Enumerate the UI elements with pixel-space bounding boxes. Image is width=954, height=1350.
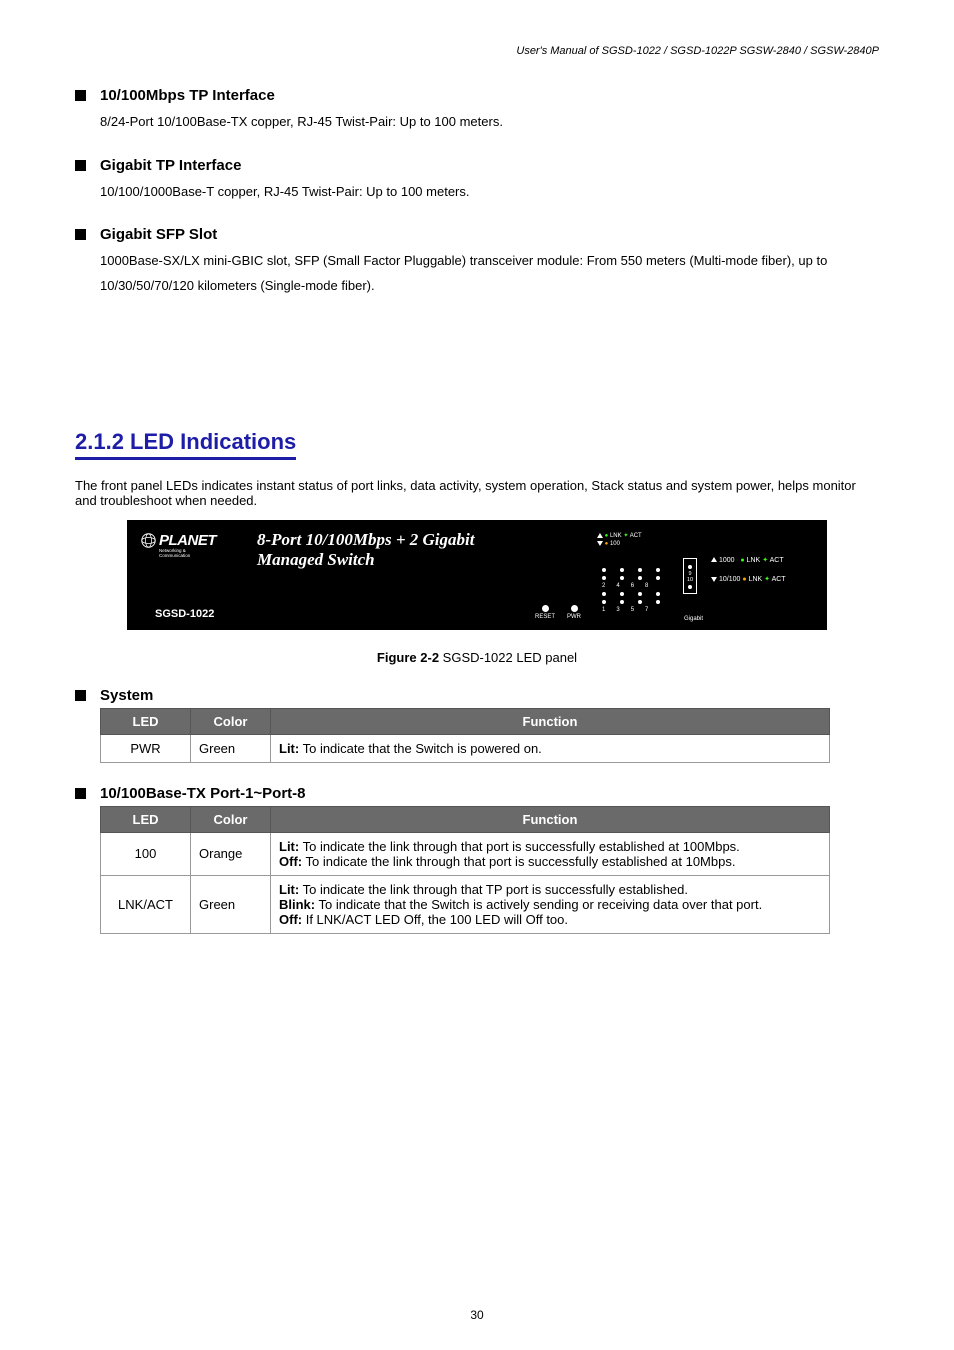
pwr-indicator: PWR — [567, 605, 581, 620]
table-cell: Lit: To indicate that the Switch is powe… — [271, 734, 830, 762]
right-legend: 1000 ● LNK ✦ ACT 10/100 ● LNK ✦ ACT — [711, 554, 786, 587]
page-header: User's Manual of SGSD-1022 / SGSD-1022P … — [75, 45, 879, 57]
bullet-body: 1000Base-SX/LX mini-GBIC slot, SFP (Smal… — [100, 249, 879, 298]
bullet-square-icon — [75, 90, 86, 101]
reset-indicator: RESET — [535, 605, 555, 620]
gigabit-label: Gigabit — [684, 616, 703, 622]
bullet-square-icon — [75, 229, 86, 240]
bullet-square-icon — [75, 160, 86, 171]
table-cell: Lit: To indicate the link through that T… — [271, 875, 830, 933]
bullet-title: Gigabit TP Interface — [100, 157, 241, 174]
section-heading: 2.1.2 LED Indications — [75, 429, 296, 460]
table-cell: PWR — [101, 734, 191, 762]
table-cell: 100 — [101, 832, 191, 875]
device-title: 8-Port 10/100Mbps + 2 Gigabit Managed Sw… — [257, 530, 474, 570]
table-header: Function — [271, 708, 830, 734]
brand-logo: PLANET Networking & Communication — [141, 532, 216, 549]
table-cell: LNK/ACT — [101, 875, 191, 933]
table-cell: Green — [191, 875, 271, 933]
gigabit-box: 9 10 — [683, 558, 697, 594]
table-heading: 10/100Base-TX Port-1~Port-8 — [75, 785, 879, 802]
system-led-table: LED Color Function PWR Green Lit: To ind… — [100, 708, 830, 763]
table-heading: System — [75, 687, 879, 704]
table-cell: Orange — [191, 832, 271, 875]
bullet-square-icon — [75, 788, 86, 799]
table-cell: Lit: To indicate the link through that p… — [271, 832, 830, 875]
device-model: SGSD-1022 — [155, 608, 214, 620]
table-header: LED — [101, 708, 191, 734]
top-legend: ● LNK ✦ ACT ● 100 — [597, 532, 642, 549]
table-row: LNK/ACT Green Lit: To indicate the link … — [101, 875, 830, 933]
table-cell: Green — [191, 734, 271, 762]
bullet-title: Gigabit SFP Slot — [100, 226, 217, 243]
table-header: Function — [271, 806, 830, 832]
table-row: PWR Green Lit: To indicate that the Swit… — [101, 734, 830, 762]
device-figure: PLANET Networking & Communication 8-Port… — [127, 520, 827, 630]
bullet-title: 10/100Mbps TP Interface — [100, 87, 275, 104]
section-intro: The front panel LEDs indicates instant s… — [75, 478, 879, 508]
fe-led-table: LED Color Function 100 Orange Lit: To in… — [100, 806, 830, 934]
globe-icon — [141, 533, 156, 548]
table-header: Color — [191, 806, 271, 832]
led-grid: 2 4 6 8 1 3 5 7 — [602, 568, 660, 613]
bullet-item: 10/100Mbps TP Interface 8/24-Port 10/100… — [75, 87, 879, 135]
bullet-body: 8/24-Port 10/100Base-TX copper, RJ-45 Tw… — [100, 110, 879, 135]
bullet-body: 10/100/1000Base-T copper, RJ-45 Twist-Pa… — [100, 180, 879, 205]
table-header: Color — [191, 708, 271, 734]
table-row: 100 Orange Lit: To indicate the link thr… — [101, 832, 830, 875]
table-header: LED — [101, 806, 191, 832]
figure-caption: Figure 2-2 SGSD-1022 LED panel — [75, 650, 879, 665]
bullet-item: Gigabit TP Interface 10/100/1000Base-T c… — [75, 157, 879, 205]
bullet-square-icon — [75, 690, 86, 701]
page-number: 30 — [0, 1308, 954, 1322]
bullet-item: Gigabit SFP Slot 1000Base-SX/LX mini-GBI… — [75, 226, 879, 298]
